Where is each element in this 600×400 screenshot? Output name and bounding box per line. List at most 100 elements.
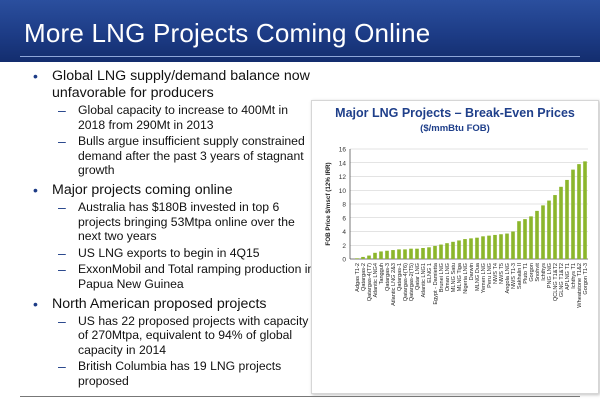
slide-title: More LNG Projects Coming Online [24,18,431,48]
chart-title: Major LNG Projects – Break-Even Prices [335,106,575,120]
bar [433,245,437,259]
bar [385,250,389,259]
sub-bullet-text: British Columbia has 19 LNG projects pro… [78,359,282,388]
bar [361,256,365,259]
x-tick-label: Yemen LNG [481,263,487,293]
sub-bullet-text: Global capacity to increase to 400Mt in … [78,103,289,132]
dash-marker: – [58,198,66,215]
x-tick-label: Angola LNG [505,263,511,293]
sub-bullet-item: – Bulls argue insufficient supply constra… [52,134,316,178]
footer-divider [20,396,580,397]
sub-bullet-list: – Global capacity to increase to 400Mt in… [52,103,316,178]
bar [439,244,443,259]
bar [583,161,587,259]
bar [451,241,455,259]
sub-bullet-text: Australia has $180B invested in top 6 pr… [78,199,295,244]
bar [373,252,377,259]
y-tick-label: 0 [342,257,346,264]
x-tick-label: Qatargas-1 [397,263,403,291]
x-tick-label: Qatargas-4(T6) [403,263,409,301]
x-tick-label: Brunei LNG [439,263,445,292]
bullet-list: • Global LNG supply/demand balance now u… [24,68,316,393]
x-tick-label: NWS T4 [493,263,499,284]
bar [457,240,461,259]
bar [517,221,521,259]
bar [511,231,515,259]
bar [463,239,467,259]
bar [397,249,401,259]
x-tick-label: QCLNG T1&T2 [553,263,559,301]
bar [553,195,557,259]
bullet-text: North American proposed projects [52,295,267,312]
bullet-text: Global LNG supply/demand balance now unf… [52,68,310,101]
y-tick-label: 16 [339,147,347,154]
bar [409,248,413,259]
y-tick-label: 8 [342,202,346,209]
x-tick-label: Egypt - Damietta [433,262,439,305]
x-tick-label: PNG LNG [547,263,553,288]
sub-bullet-item: – US has 22 proposed projects with capaci… [52,312,316,358]
y-axis-label: FOB Price $/mscf (12% IRR) [325,162,332,245]
sub-bullet-list: – US has 22 proposed projects with capaci… [52,312,316,389]
bar [499,234,503,259]
bar [481,236,485,259]
bar [475,237,479,259]
x-tick-label: NWS T5 [499,263,505,284]
x-tick-label: ELNG 1 [427,263,433,283]
x-tick-label: Atlantic LNG 2&3 [391,263,397,306]
x-tick-label: Sakhalin II [517,263,523,290]
x-tick-label: Peru LNG [487,263,493,288]
x-tick-label: Snohvit [535,263,541,282]
sub-bullet-item: – British Columbia has 19 LNG projects pr… [52,359,316,388]
x-tick-label: Oman LNG [445,263,451,291]
dash-marker: – [58,133,66,150]
x-tick-label: Gorgon T1-3 [583,263,589,295]
title-divider [20,56,580,57]
bar [427,247,431,259]
y-tick-label: 6 [342,215,346,222]
bar [445,243,449,259]
bar [415,248,419,259]
bar [493,234,497,259]
x-tick-label: Qatargas-4(T7) [367,263,373,301]
bar [523,219,527,259]
sub-bullet-item: – Australia has $180B invested in top 6 p… [52,200,316,244]
bar [559,186,563,259]
dash-marker: – [58,244,66,261]
bar [487,235,491,259]
dash-marker: – [58,102,66,118]
y-tick-label: 14 [339,160,347,167]
y-tick-label: 4 [342,229,346,236]
x-tick-label: Atlantic LNG1 [421,263,427,298]
x-tick-label: MLNG Satu [451,263,457,292]
x-tick-label: Wheatstone T1&2 [577,263,583,308]
bullet-item: • Major projects coming online – Australi… [24,182,316,292]
sub-bullet-text: Bulls argue insufficient supply constrai… [78,134,305,178]
x-tick-label: Ichthys T1 [571,263,577,289]
dash-marker: – [58,358,66,375]
sub-bullet-item: – US LNG exports to begin in 4Q15 [52,246,316,261]
y-tick-label: 2 [342,243,346,250]
x-tick-label: Adgas T1-2 [355,263,361,292]
slide-title-bar: More LNG Projects Coming Online [0,0,600,62]
x-tick-label: Qatargas-3 [385,263,391,291]
bar [391,250,395,259]
sub-bullet-text: ExxonMobil and Total ramping production … [78,262,315,291]
x-tick-label: Qatar LNG [415,263,421,290]
sub-bullet-item: – Global capacity to increase to 400Mt in… [52,103,316,132]
x-tick-label: Gorgon [529,263,535,282]
x-tick-label: MLNG Dua [475,262,481,291]
x-tick-label: Tangguh [379,263,385,284]
bullet-text: Major projects coming online [52,181,233,198]
bullet-item: • Global LNG supply/demand balance now u… [24,68,316,178]
dash-marker: – [58,312,66,329]
bar [367,255,371,259]
bullet-item: • North American proposed projects – US h… [24,296,316,389]
x-tick-label: NWS T1-3 [511,263,517,289]
bar [355,258,359,259]
bar [535,210,539,259]
x-tick-label: Qatargas-2 [361,263,367,291]
y-tick-label: 12 [339,174,347,181]
sub-bullet-item: – ExxonMobil and Total ramping production… [52,262,316,291]
bar [541,205,545,259]
